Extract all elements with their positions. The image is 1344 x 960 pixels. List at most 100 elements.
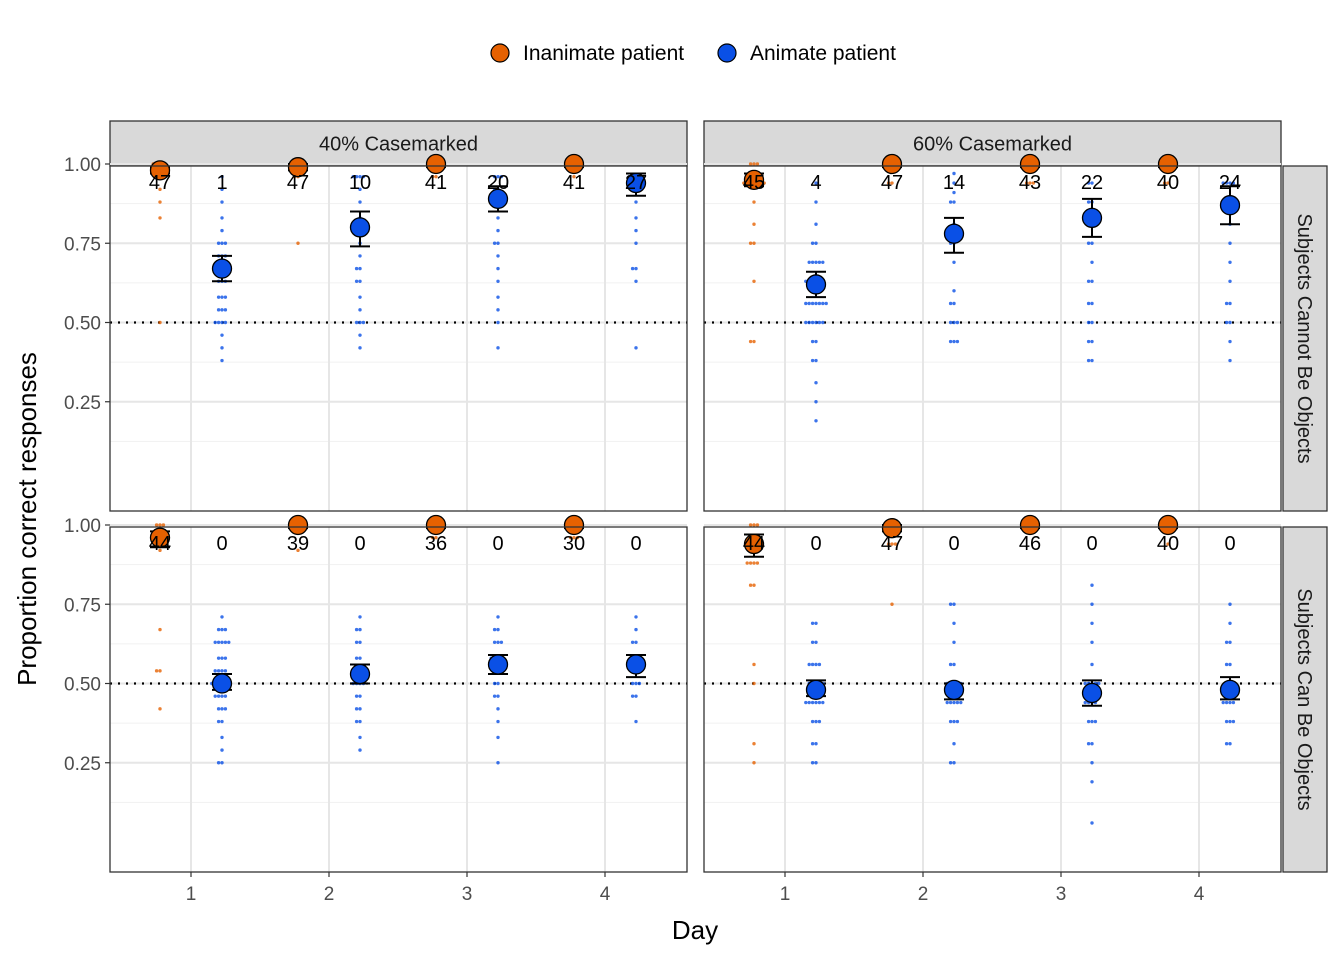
inanimate-day4-mean-point	[563, 514, 585, 536]
raw-data-point	[634, 627, 638, 632]
y-axis-title: Proportion correct responses	[12, 352, 42, 686]
raw-data-point	[216, 694, 221, 698]
animate-day3-mean-point	[1081, 682, 1103, 704]
raw-data-point	[154, 669, 159, 673]
raw-data-point	[814, 640, 818, 644]
raw-data-point	[1090, 780, 1094, 784]
raw-data-point	[1228, 358, 1232, 363]
panel-border	[109, 526, 688, 873]
raw-data-point	[496, 719, 500, 724]
x-tick-label: 1	[186, 884, 197, 905]
raw-data-point	[814, 320, 818, 325]
raw-data-point	[814, 381, 818, 385]
raw-data-point	[1090, 621, 1094, 625]
raw-data-point	[890, 542, 894, 546]
raw-data-point	[810, 719, 815, 724]
raw-data-point	[1228, 301, 1232, 306]
raw-data-point	[752, 222, 756, 226]
raw-data-point	[745, 561, 749, 565]
raw-data-point	[216, 308, 221, 312]
raw-data-point	[1090, 583, 1094, 587]
raw-data-point	[1090, 662, 1094, 667]
raw-data-point	[499, 640, 504, 644]
raw-data-point	[496, 640, 500, 644]
raw-data-point	[1083, 681, 1087, 686]
panel-border	[109, 165, 688, 512]
raw-data-point	[220, 719, 224, 724]
raw-data-point	[220, 735, 224, 740]
raw-data-point	[952, 171, 956, 176]
raw-data-point	[220, 656, 224, 660]
x-tick-label: 2	[324, 884, 335, 905]
raw-data-point	[1231, 719, 1236, 724]
raw-data-point	[496, 174, 500, 179]
panel-border	[703, 526, 1282, 873]
raw-data-point	[358, 627, 362, 632]
inanimate-day1-mean-point	[743, 533, 765, 555]
raw-data-point	[752, 583, 756, 587]
raw-data-point	[634, 266, 638, 271]
raw-data-point	[810, 339, 815, 344]
raw-data-point	[952, 662, 956, 667]
animate-day4-mean-point	[625, 172, 647, 194]
raw-data-point	[358, 615, 362, 619]
raw-data-point	[1228, 602, 1232, 606]
legend-key-animate-patient	[717, 43, 737, 63]
raw-data-point	[752, 761, 756, 765]
panel-background	[704, 166, 1281, 511]
raw-data-point	[213, 694, 217, 698]
raw-data-point	[630, 266, 635, 271]
raw-data-point	[220, 295, 224, 299]
raw-data-point	[952, 190, 956, 195]
raw-data-point	[358, 735, 362, 740]
raw-data-point	[1086, 200, 1091, 204]
raw-data-point	[492, 241, 497, 245]
raw-data-point	[354, 627, 359, 632]
raw-data-point	[358, 748, 362, 752]
raw-data-point	[752, 162, 756, 166]
raw-data-point	[1090, 719, 1094, 724]
inanimate-day2-mean-point	[881, 518, 903, 539]
raw-data-point	[1090, 602, 1094, 606]
raw-data-point	[358, 279, 362, 283]
raw-data-point	[893, 542, 898, 546]
raw-data-point	[1228, 621, 1232, 625]
raw-data-point	[810, 700, 815, 705]
raw-data-point	[814, 260, 818, 264]
animate-day1-mean-point	[211, 258, 233, 279]
panels-layer: 40% Casemarked 60% Casemarked Subjects Can…	[64, 120, 1328, 905]
inanimate-day1-count-label: 45	[743, 172, 765, 194]
raw-data-point	[1228, 181, 1232, 185]
raw-data-point	[1228, 662, 1232, 667]
raw-data-point	[1224, 700, 1229, 705]
raw-data-point	[814, 400, 818, 404]
raw-data-point	[358, 254, 362, 258]
raw-data-point	[496, 295, 500, 299]
raw-data-point	[948, 320, 953, 325]
raw-data-point	[1031, 181, 1036, 185]
inanimate-day3-mean-point	[425, 153, 447, 175]
inanimate-day4-count-label: 40	[1157, 533, 1179, 555]
raw-data-point	[634, 681, 638, 686]
raw-data-point	[223, 694, 228, 698]
y-tick-label: 0.25	[64, 393, 101, 414]
raw-data-point	[748, 241, 753, 245]
inanimate-day3-count-label: 46	[1019, 533, 1041, 555]
animate-day3-count-label: 20	[487, 172, 509, 194]
raw-data-point	[492, 681, 497, 686]
inanimate-day4-count-label: 40	[1157, 172, 1179, 194]
raw-data-point	[1224, 640, 1229, 644]
raw-data-point	[752, 742, 756, 746]
raw-data-point	[1090, 181, 1094, 185]
raw-data-point	[158, 200, 162, 204]
raw-data-point	[804, 301, 808, 306]
raw-data-point	[220, 627, 224, 632]
raw-data-point	[1086, 301, 1091, 306]
animate-day1-count-label: 4	[810, 172, 821, 194]
x-tick-label: 2	[918, 884, 929, 905]
inanimate-day4-count-label: 30	[563, 533, 585, 555]
raw-data-point	[492, 640, 497, 644]
raw-data-point	[216, 295, 221, 299]
inanimate-day4-mean-point	[563, 153, 585, 175]
animate-day3-mean-point	[487, 654, 509, 675]
